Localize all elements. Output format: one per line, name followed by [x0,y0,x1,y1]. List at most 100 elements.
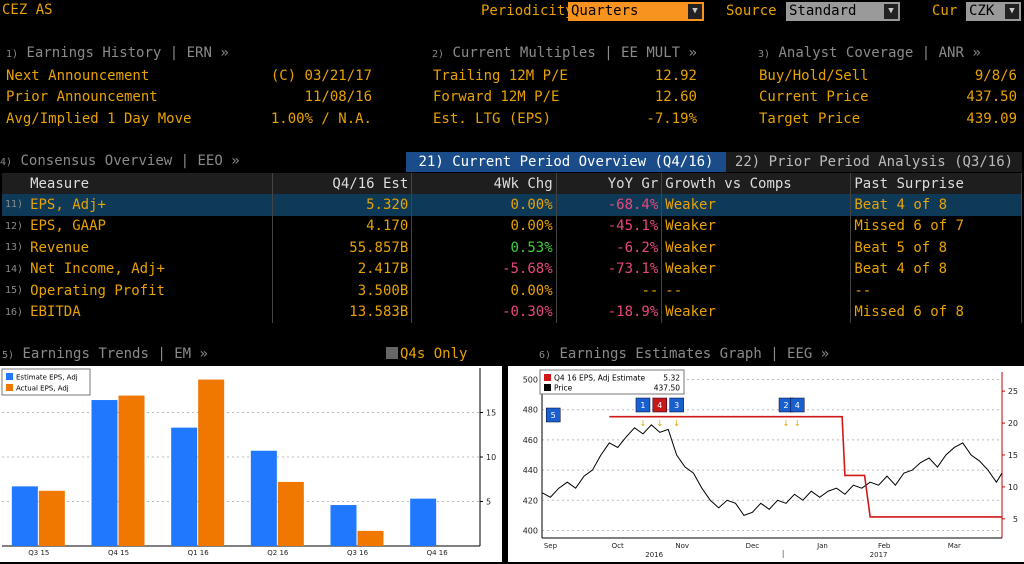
right-tick-label: 5 [1013,515,1018,524]
summary-value: 9/8/6 [974,68,1017,84]
y-tick-label: 5 [486,498,491,507]
legend-box [539,369,685,395]
table-row[interactable]: 11) EPS, Adj+ 5.320 0.00% -68.4% Weaker … [2,194,1022,216]
estimate-line [609,415,1002,518]
right-tick-label: 10 [1008,483,1018,492]
row-index: 13) [5,242,24,254]
chevron-down-icon: ▼ [688,4,702,19]
bar-estimate [410,498,437,546]
change-cell: 0.00% [411,280,557,302]
event-marker-label: 1 [640,401,645,410]
summary-value: -7.19% [646,111,697,127]
bar-estimate [330,505,357,546]
growth-cell: Weaker [661,237,852,259]
summary-key: Buy/Hold/Sell [759,68,869,84]
summary-row: Avg/Implied 1 Day Move 1.00% / N.A. [6,111,372,131]
month-label: Oct [612,542,624,550]
summary-row: Prior Announcement 11/08/16 [6,89,372,109]
analyst-coverage-title: Analyst Coverage | ANR » [778,45,981,61]
currency-dropdown[interactable]: CZK ▼ [966,2,1021,21]
y-tick-label: 10 [486,453,496,462]
column-header[interactable]: Measure [27,173,273,194]
bar-estimate [250,450,277,546]
bar-actual [118,395,145,546]
estimate-cell: 4.170 [272,215,413,237]
measure-cell: EPS, GAAP [27,215,273,237]
table-row[interactable]: 14) Net Income, Adj+ 2.417B -5.68% -73.1… [2,258,1022,280]
summary-key: Current Price [759,89,869,105]
right-tick-label: 25 [1008,387,1018,396]
event-marker [652,397,668,413]
legend-box [1,368,91,396]
x-tick-label: Q4 15 [108,549,129,557]
yoy-cell: -18.9% [556,301,663,323]
column-header[interactable]: 4Wk Chg [411,173,557,194]
year-label: 2016 [645,551,663,559]
summary-value: 11/08/16 [304,89,372,105]
column-header[interactable]: Growth vs Comps [661,173,852,194]
estimate-cell: 3.500B [272,280,413,302]
surprise-cell: -- [850,280,1022,302]
summary-value: (C) 03/21/17 [270,68,372,84]
growth-cell: -- [661,280,852,302]
x-tick-label: Q3 16 [347,549,369,557]
y-tick-label: 15 [486,409,496,418]
consensus-table: Measure Q4/16 Est 4Wk Chg YoY Gr Growth … [2,173,1022,323]
change-cell: 0.53% [411,237,557,259]
table-row[interactable]: 12) EPS, GAAP 4.170 0.00% -45.1% Weaker … [2,215,1022,237]
summary-value: 12.60 [654,89,697,105]
cur-label: Cur [932,3,958,19]
earnings-estimates-title: Earnings Estimates Graph | EEG » [559,346,830,362]
summary-key: Avg/Implied 1 Day Move [6,111,192,127]
earnings-history-title: Earnings History | ERN » [26,45,229,61]
surprise-cell: Beat 4 of 8 [850,194,1022,216]
month-label: Feb [878,542,891,550]
surprise-cell: Missed 6 of 8 [850,301,1022,323]
summary-value: 1.00% / N.A. [270,111,372,127]
periodicity-value: Quarters [571,3,639,19]
yoy-cell: -73.1% [556,258,663,280]
summary-value: 439.09 [966,111,1017,127]
section-number: 4) [0,157,13,168]
tab-prior-period[interactable]: 22) Prior Period Analysis (Q3/16) [726,152,1022,172]
chevron-down-icon: ▼ [1005,4,1019,19]
column-header[interactable]: YoY Gr [556,173,663,194]
bar-actual [198,379,225,546]
legend-value: 5.32 [663,374,680,383]
summary-row: Target Price 439.09 [759,111,1017,131]
consensus-overview-link[interactable]: 4) Consensus Overview | EEO » [0,153,240,169]
earnings-history-link[interactable]: 1) Earnings History | ERN » [6,45,229,61]
price-line [541,424,1003,516]
current-multiples-link[interactable]: 2) Current Multiples | EE MULT » [432,45,697,61]
bar-estimate [91,400,118,546]
bar-actual [357,530,384,546]
event-marker-label: 5 [551,411,556,420]
analyst-coverage-link[interactable]: 3) Analyst Coverage | ANR » [758,45,981,61]
bar-estimate [11,486,38,546]
source-dropdown[interactable]: Standard ▼ [786,2,900,21]
column-header[interactable]: Q4/16 Est [272,173,413,194]
table-row[interactable]: 16) EBITDA 13.583B -0.30% -18.9% Weaker … [2,301,1022,323]
event-arrow-icon: ↓ [794,419,801,428]
month-label: Mar [948,542,961,550]
checkbox-icon [386,347,398,359]
legend-swatch [544,374,551,381]
earnings-trends-link[interactable]: 5) Earnings Trends | EM » [2,346,208,362]
periodicity-label: Periodicity [481,3,574,19]
legend-label: Actual EPS, Adj [16,385,69,393]
table-row[interactable]: 15) Operating Profit 3.500B 0.00% -- -- … [2,280,1022,302]
left-tick-label: 500 [523,376,538,385]
periodicity-dropdown[interactable]: Quarters ▼ [568,2,704,21]
summary-row: Next Announcement (C) 03/21/17 [6,68,372,88]
yoy-cell: -6.2% [556,237,663,259]
year-label: 2017 [870,551,888,559]
left-tick-label: 420 [523,496,538,505]
earnings-estimates-link[interactable]: 6) Earnings Estimates Graph | EEG » [539,346,829,362]
x-tick-label: Q4 16 [427,549,449,557]
column-header[interactable]: Past Surprise [850,173,1022,194]
growth-cell: Weaker [661,215,852,237]
tab-current-period[interactable]: 21) Current Period Overview (Q4/16) [406,152,726,172]
section-number: 3) [758,49,771,60]
table-row[interactable]: 13) Revenue 55.857B 0.53% -6.2% Weaker B… [2,237,1022,259]
q4s-only-toggle[interactable]: Q4s Only [386,346,467,362]
